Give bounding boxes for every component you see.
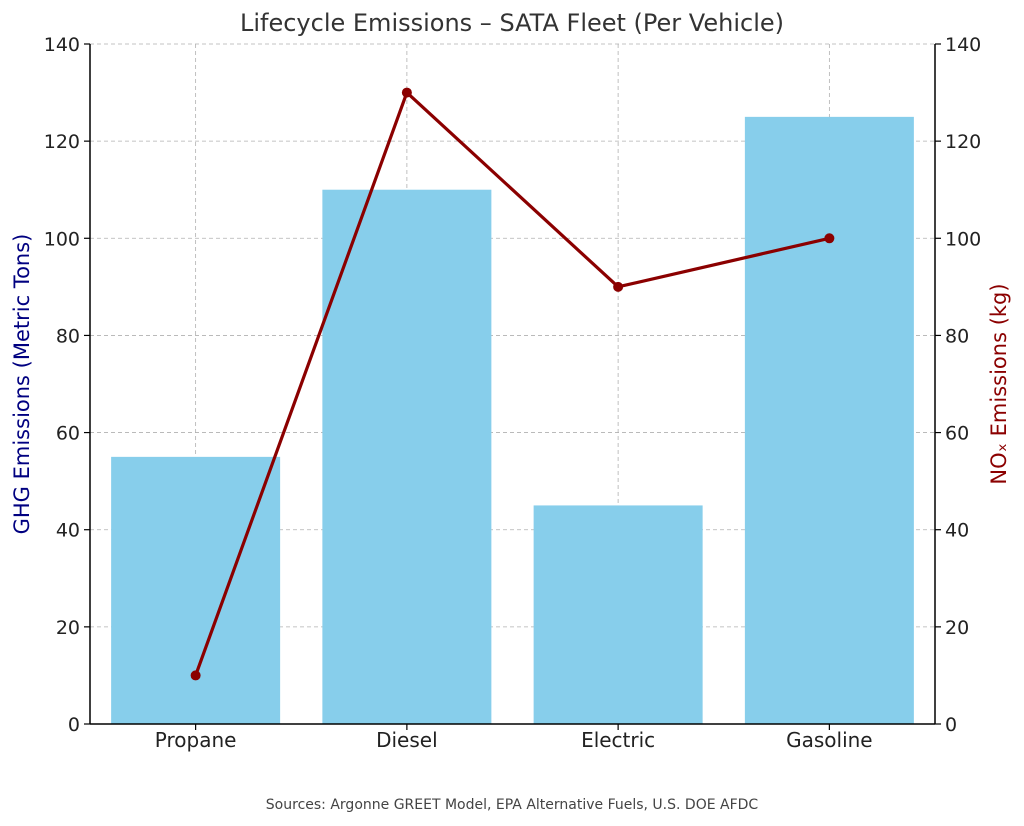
x-tick-label-diesel: Diesel	[376, 728, 438, 752]
y-left-tick-label: 80	[56, 325, 80, 347]
grid-lines	[90, 43, 935, 725]
x-tick-label-propane: Propane	[155, 728, 237, 752]
y-left-tick-label: 40	[56, 520, 80, 542]
bar-diesel	[322, 189, 492, 724]
sources-footnote: Sources: Argonne GREET Model, EPA Altern…	[266, 797, 759, 813]
y-right-tick-label: 60	[945, 423, 969, 445]
line-series-nox	[190, 87, 835, 681]
x-tick-label-gasoline: Gasoline	[786, 728, 873, 752]
y-right-tick-label: 0	[945, 714, 957, 736]
nox-point-propane	[190, 670, 201, 681]
y-right-tick-label: 80	[945, 325, 969, 347]
y-left-tick-label: 60	[56, 423, 80, 445]
bar-series-ghg	[111, 116, 914, 725]
nox-point-electric	[613, 281, 624, 292]
y-right-tick-label: 120	[945, 131, 981, 153]
nox-line	[194, 90, 830, 676]
y-right-tick-label: 40	[945, 520, 969, 542]
y-left-tick-label: 0	[68, 714, 80, 736]
y-axis-left-title: GHG Emissions (Metric Tons)	[10, 234, 34, 535]
chart-title: Lifecycle Emissions – SATA Fleet (Per Ve…	[240, 9, 784, 37]
nox-point-gasoline	[824, 233, 835, 244]
bar-gasoline	[744, 116, 914, 725]
y-axis-right-title: NOₓ Emissions (kg)	[987, 283, 1011, 484]
nox-point-diesel	[401, 87, 412, 98]
y-right-tick-label: 140	[945, 34, 981, 56]
y-left-tick-label: 20	[56, 617, 80, 639]
y-right-tick-label: 20	[945, 617, 969, 639]
y-right-tick-label: 100	[945, 228, 981, 250]
axes	[84, 43, 941, 730]
x-tick-label-electric: Electric	[581, 728, 655, 752]
y-left-tick-label: 100	[44, 228, 80, 250]
y-left-tick-label: 120	[44, 131, 80, 153]
tick-labels: 0 20 40 60 80 100 120 140 0 20 40 60 80 100 120 140 Prop…	[44, 34, 982, 752]
bar-electric	[533, 505, 703, 724]
y-left-tick-label: 140	[44, 34, 80, 56]
bar-propane	[111, 456, 281, 724]
